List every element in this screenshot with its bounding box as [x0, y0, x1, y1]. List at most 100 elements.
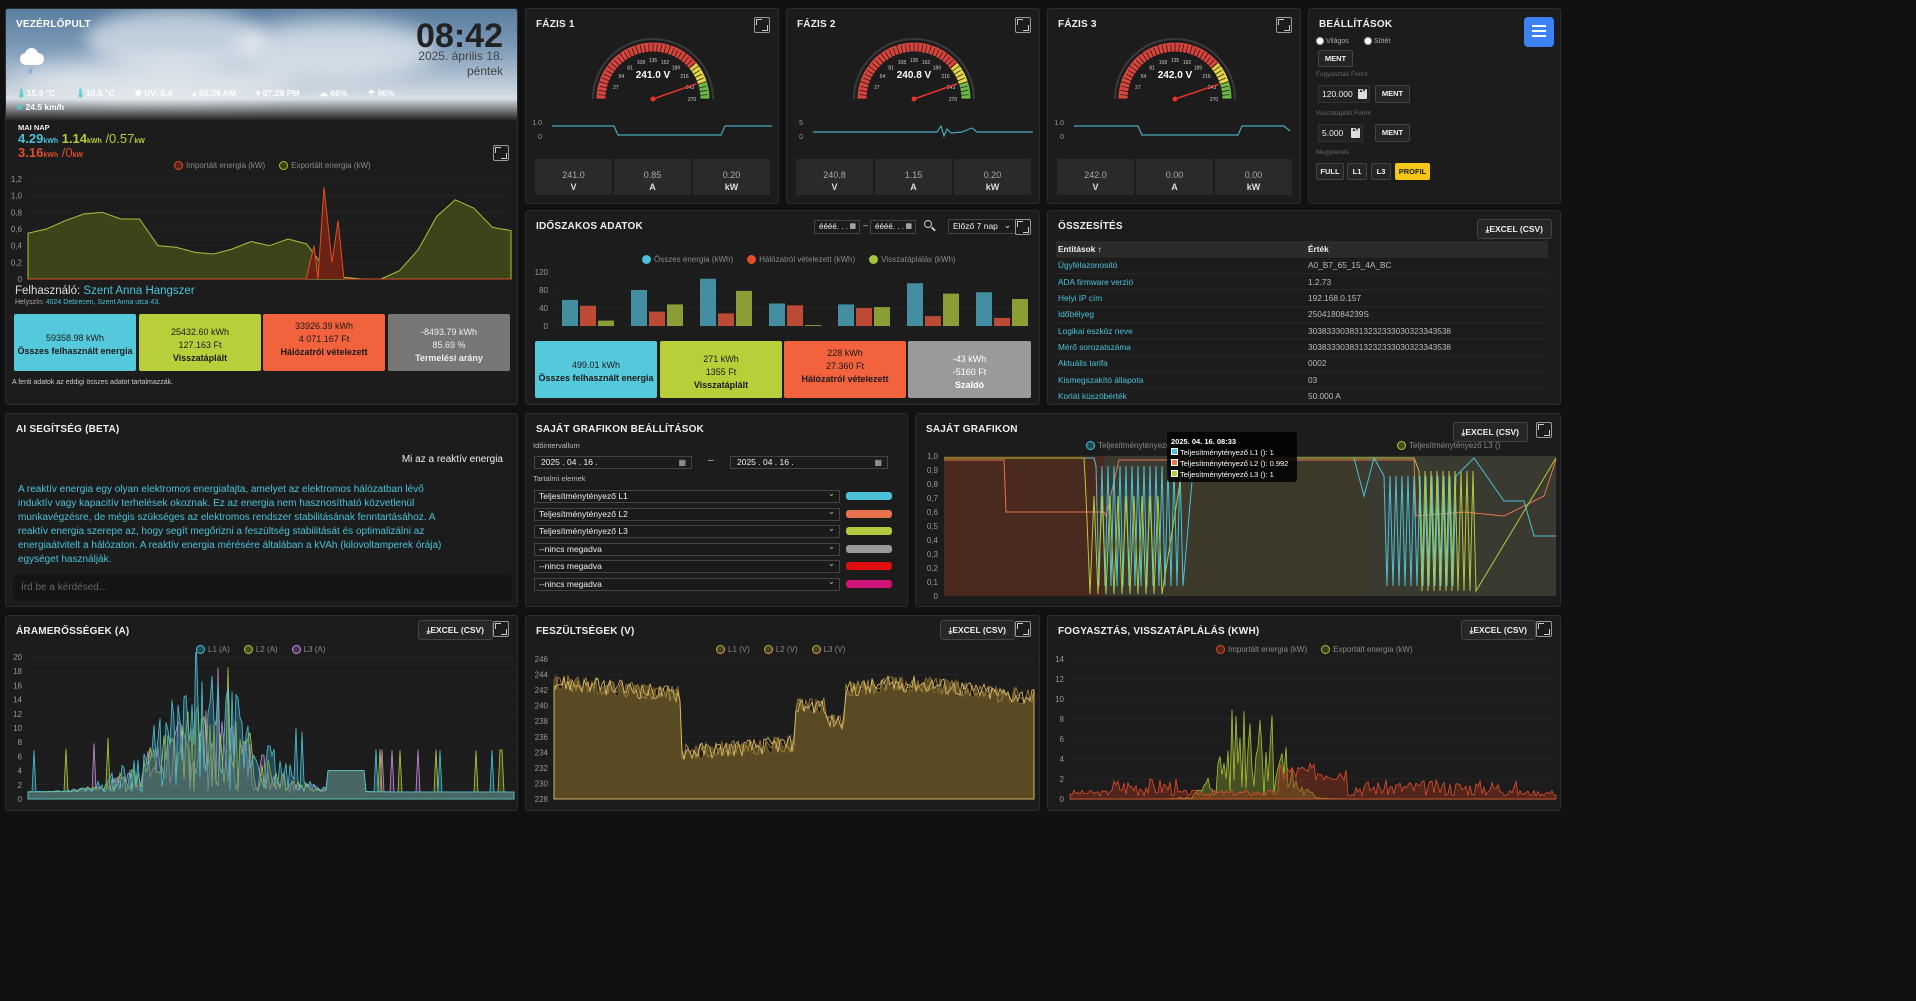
gauge-tick — [1219, 81, 1230, 85]
search-icon[interactable] — [924, 220, 936, 232]
fullscreen-button[interactable] — [1015, 621, 1031, 637]
ai-answer: A reaktív energia egy olyan elektromos e… — [18, 484, 442, 565]
stepper-icon[interactable]: ▴▾ — [1351, 127, 1360, 138]
legend-export[interactable]: Exportált energia (kW) — [1321, 645, 1413, 654]
legend-grid[interactable]: Hálózatról vételezett (kWh) — [747, 255, 855, 264]
temp-max: 🌡︎15.9 °C — [16, 88, 56, 98]
y-tick-label: 2 — [18, 781, 23, 790]
period-select[interactable]: Előző 7 nap ⌄ — [948, 219, 1016, 234]
footnote: A fenti adatok az eddigi összes adatot t… — [12, 379, 174, 386]
color-swatch[interactable] — [846, 544, 892, 553]
content-element-select[interactable]: Teljesítménytényező L3 — [534, 523, 840, 538]
fullscreen-button[interactable] — [493, 621, 509, 637]
color-swatch[interactable] — [846, 562, 892, 570]
custom-date-to[interactable]: 2025 . 04 . 16 . — [730, 456, 888, 469]
content-element-select[interactable]: --nincs megadva — [534, 576, 840, 591]
legend-l2[interactable]: L2 (V) — [763, 645, 798, 654]
summary-table: Entitások ↑ Érték Ügyfélazonosító A0_B7_65… — [1056, 241, 1548, 404]
gauge-tick-label: 135 — [649, 58, 658, 64]
legend-l3[interactable]: Teljesítménytényező L3 () — [1397, 441, 1500, 450]
gauge-tick — [900, 45, 904, 54]
bar — [718, 313, 734, 326]
color-swatch[interactable] — [846, 579, 892, 588]
currents-excel-button[interactable]: ⤓EXCEL (CSV) — [417, 620, 493, 640]
bar — [562, 299, 578, 326]
phase-voltage: 240.8 V — [796, 159, 873, 195]
content-element-select[interactable]: --nincs megadva — [534, 541, 840, 556]
legend-export[interactable]: Exportált energia (kW) — [279, 161, 371, 170]
gauge-tick-label: 270 — [1210, 97, 1219, 103]
legend-l1[interactable]: Teljesítménytényező L — [1086, 441, 1177, 450]
ai-question-input[interactable]: Írd be a kérdésed... — [13, 575, 512, 601]
legend-l1[interactable]: L1 (V) — [716, 645, 750, 654]
custom-date-from[interactable]: 2025 . 04 . 16 . — [534, 456, 692, 469]
theme-dark-radio[interactable]: Sötét — [1364, 37, 1390, 45]
custom-excel-button[interactable]: ⤓EXCEL (CSV) — [1452, 422, 1528, 442]
content-element-select[interactable]: Teljesítménytényező L2 — [534, 506, 840, 521]
color-swatch[interactable] — [846, 527, 892, 535]
date-to-input[interactable]: éééé. . . ▦ — [870, 220, 916, 234]
header-value[interactable]: Érték — [1306, 241, 1548, 258]
gauge-tick-label: 27 — [613, 85, 619, 91]
theme-save-button[interactable]: MENT — [1318, 50, 1353, 67]
legend-import[interactable]: Importált energia (kW) — [174, 161, 265, 170]
y-tick-label: 20 — [13, 653, 22, 662]
legend-total[interactable]: Összes energia (kWh) — [642, 255, 733, 264]
legend-l3[interactable]: L3 (A) — [291, 645, 325, 654]
fullscreen-button[interactable] — [493, 145, 509, 161]
gauge-tick — [953, 69, 962, 75]
legend-l3[interactable]: L3 (V) — [811, 645, 845, 654]
stepper-icon[interactable]: ▴▾ — [1358, 88, 1367, 99]
fullscreen-button[interactable] — [1536, 621, 1552, 637]
gauge-tick-label: 162 — [922, 60, 931, 66]
gauge-tick-label: 189 — [933, 65, 942, 71]
fullscreen-button[interactable] — [1276, 17, 1292, 33]
gauge-tick — [1125, 73, 1134, 78]
gauge-tick — [698, 85, 707, 89]
voltages-excel-button[interactable]: ⤓EXCEL (CSV) — [939, 620, 1015, 640]
menu-button[interactable] — [1524, 17, 1554, 47]
summary-excel-button[interactable]: ⤓EXCEL (CSV) — [1476, 219, 1552, 239]
color-swatch[interactable] — [846, 492, 892, 500]
gauge-tick — [660, 44, 662, 53]
entity-cell: Aktuális tarifa — [1056, 355, 1306, 372]
legend-feedin[interactable]: Visszatáplálás (kWh) — [869, 255, 956, 264]
fullscreen-button[interactable] — [1536, 422, 1552, 438]
fullscreen-button[interactable] — [754, 17, 770, 33]
content-element-select[interactable]: Teljesítménytényező L1 — [534, 488, 840, 503]
y-tick-label: 242 — [535, 686, 549, 695]
gauge-tick — [663, 45, 667, 54]
fullscreen-button[interactable] — [1015, 219, 1031, 235]
bar — [769, 303, 785, 326]
consumption-title: FOGYASZTÁS, VISSZATÁPLÁLÁS (KWH) — [1058, 626, 1260, 637]
phase-current: 1.15 A — [875, 159, 952, 195]
consumption-price-input[interactable]: 120.000 ▴▾ — [1318, 85, 1370, 103]
content-element-select[interactable]: --nincs megadva — [534, 558, 840, 573]
feedin-price-input[interactable]: 5.000 ▴▾ — [1318, 124, 1363, 142]
gauge-tick — [1182, 44, 1184, 53]
gauge-tick-label: 270 — [688, 97, 697, 103]
gauge-tick — [1178, 44, 1180, 53]
view-profile-button[interactable]: PROFIL — [1395, 163, 1430, 180]
legend-l1[interactable]: L1 (A) — [196, 645, 230, 654]
header-entity[interactable]: Entitások ↑ — [1056, 241, 1306, 258]
theme-light-radio[interactable]: Világos — [1316, 37, 1349, 45]
view-l1-button[interactable]: L1 — [1347, 163, 1367, 180]
gauge-tick — [656, 44, 658, 53]
y-tick-label: 40 — [539, 304, 548, 313]
view-full-button[interactable]: FULL — [1316, 163, 1344, 180]
consumption-excel-button[interactable]: ⤓EXCEL (CSV) — [1460, 620, 1536, 640]
fullscreen-button[interactable] — [1015, 17, 1031, 33]
consumption-save-button[interactable]: MENT — [1375, 85, 1410, 103]
feedin-save-button[interactable]: MENT — [1375, 124, 1410, 142]
legend-import[interactable]: Importált energia (kW) — [1216, 645, 1307, 654]
view-l3-button[interactable]: L3 — [1371, 163, 1391, 180]
gauge-tick-label: 270 — [949, 97, 958, 103]
gauge-tick — [1120, 94, 1129, 96]
date-from-input[interactable]: éééé. . . ▦ — [814, 220, 860, 234]
color-swatch[interactable] — [846, 509, 892, 518]
value-cell: 1.2.73 — [1306, 273, 1548, 291]
legend-l2[interactable]: L2 (A) — [243, 645, 278, 654]
consumption-chart: 14 12 10 8 6 4 2 0 — [1055, 655, 1557, 804]
entity-cell: Ügyfélazonosító — [1056, 257, 1306, 275]
